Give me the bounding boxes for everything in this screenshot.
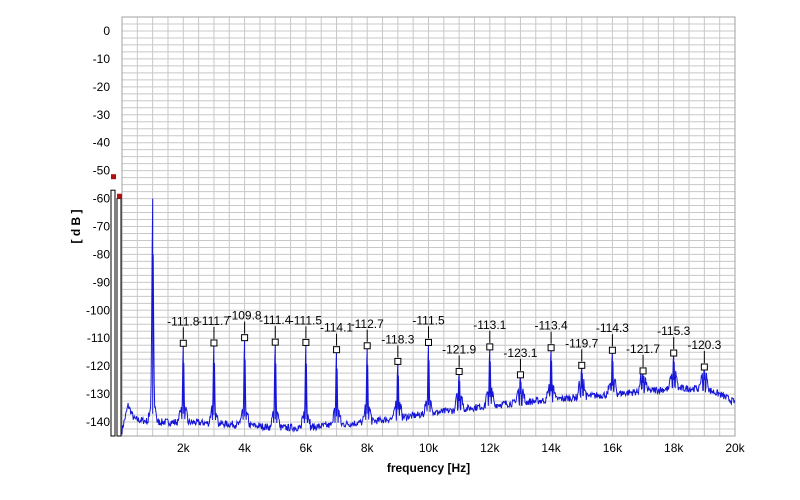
harmonic-label: -119.7	[565, 336, 598, 350]
y-tick-label: -40	[93, 136, 111, 150]
y-tick-label: -100	[86, 303, 110, 317]
harmonic-marker	[700, 363, 708, 371]
x-tick-label: 18k	[664, 441, 684, 455]
harmonic-marker	[639, 367, 647, 375]
harmonic-label: -114.3	[596, 321, 629, 335]
harmonic-label: -113.1	[473, 318, 506, 332]
y-tick-label: -30	[93, 108, 111, 122]
harmonic-marker	[271, 338, 279, 346]
harmonic-label: -113.4	[535, 319, 568, 333]
y-tick-label: -50	[93, 164, 111, 178]
plot-frame	[121, 16, 736, 437]
harmonic-label: -115.3	[657, 324, 690, 338]
harmonic-marker	[333, 346, 341, 354]
x-tick-label: 14k	[541, 441, 561, 455]
x-tick-label: 16k	[603, 441, 623, 455]
x-tick-label: 12k	[480, 441, 500, 455]
harmonic-marker	[578, 361, 586, 369]
harmonic-label: -123.1	[503, 346, 537, 360]
x-tick-label: 20k	[725, 441, 745, 455]
harmonic-marker	[547, 344, 555, 352]
harmonic-marker	[486, 343, 494, 351]
level-meter	[110, 174, 122, 437]
harmonic-marker	[179, 339, 187, 347]
harmonic-label: -112.7	[351, 317, 384, 331]
x-tick-label: 8k	[361, 441, 375, 455]
harmonic-marker	[608, 346, 616, 354]
y-tick-label: -110	[87, 331, 110, 345]
y-tick-label: -60	[93, 192, 111, 206]
x-axis-title: frequency [Hz]	[387, 461, 470, 475]
y-tick-label: -130	[86, 387, 110, 401]
y-axis-ticks: 0 -10 -20 -30 -40 -50 -60 -70 -80 -90 -100 -110 -120…	[86, 24, 110, 429]
harmonic-marker	[210, 339, 218, 347]
y-tick-label: 0	[103, 24, 110, 38]
y-tick-label: -70	[93, 220, 111, 234]
y-tick-label: -140	[86, 415, 110, 429]
harmonic-marker	[516, 371, 524, 379]
harmonic-label: -111.8	[167, 314, 200, 328]
harmonic-marker	[241, 334, 249, 342]
y-tick-label: -80	[93, 247, 111, 261]
harmonic-marker	[455, 367, 463, 375]
harmonic-label: -120.3	[687, 338, 721, 352]
x-tick-label: 4k	[238, 441, 252, 455]
x-axis-ticks: 2k 4k 6k 8k 10k 12k 14k 16k 18k 20k	[177, 441, 746, 455]
spectrum-trace	[121, 198, 736, 435]
y-axis-title: [ d B ]	[69, 210, 83, 244]
meter-peak	[111, 174, 116, 180]
harmonic-marker	[302, 338, 310, 346]
x-tick-label: 10k	[419, 441, 439, 455]
harmonic-markers: -111.8-111.7-109.8-111.4-111.5-114.1-112…	[167, 309, 722, 379]
harmonic-label: -121.7	[626, 342, 660, 356]
harmonic-label: -114.1	[320, 321, 353, 335]
harmonic-label: -118.3	[381, 332, 414, 346]
harmonic-marker	[425, 338, 432, 346]
meter-bar	[116, 198, 122, 437]
harmonic-label: -111.7	[198, 314, 231, 328]
y-tick-label: -10	[93, 52, 111, 66]
harmonic-label: -121.9	[442, 342, 476, 356]
y-tick-label: -120	[86, 359, 110, 373]
harmonic-label: -111.5	[290, 313, 323, 327]
x-tick-label: 6k	[300, 441, 314, 455]
harmonic-marker	[670, 349, 678, 357]
harmonic-label: -111.4	[259, 313, 292, 327]
y-tick-label: -20	[93, 80, 111, 94]
harmonic-marker	[394, 357, 402, 365]
meter-bar	[110, 189, 116, 437]
harmonic-marker	[363, 342, 371, 350]
harmonic-label: -109.8	[228, 309, 262, 323]
harmonic-label: -111.5	[412, 313, 445, 327]
y-tick-label: -90	[93, 275, 111, 289]
meter-peak	[117, 193, 122, 199]
x-tick-label: 2k	[177, 441, 191, 455]
